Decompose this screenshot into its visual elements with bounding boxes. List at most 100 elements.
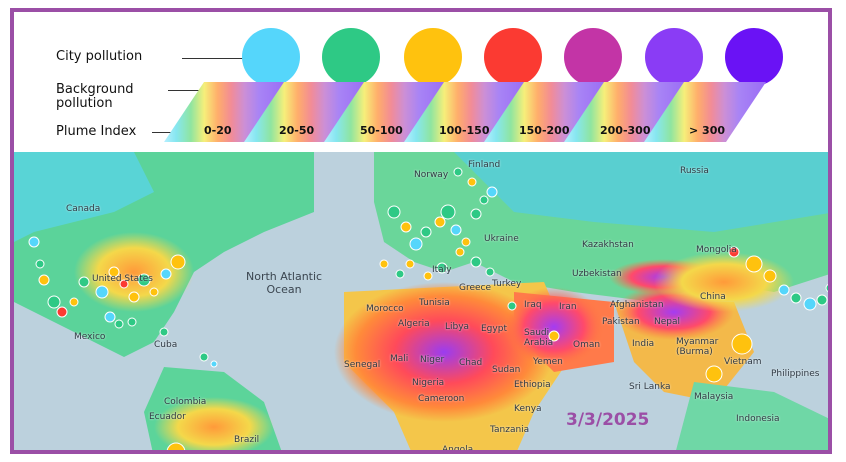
city-marker[interactable]: [35, 259, 45, 269]
city-marker[interactable]: [119, 279, 129, 289]
city-marker[interactable]: [803, 297, 817, 311]
south-america-hotspot: [154, 397, 274, 450]
city-marker[interactable]: [395, 269, 405, 279]
city-marker[interactable]: [78, 276, 90, 288]
place-label-malaysia: Malaysia: [694, 392, 734, 402]
place-label-brazil: Brazil: [234, 435, 260, 445]
city-marker[interactable]: [405, 259, 415, 269]
plume-index-range-label: 200-300: [600, 124, 651, 137]
place-label-oman: Oman: [573, 340, 601, 350]
place-label-philippines: Philippines: [771, 369, 820, 379]
city-marker[interactable]: [731, 333, 753, 355]
place-label-norway: Norway: [414, 170, 449, 180]
place-label-angola: Angola: [442, 445, 474, 454]
city-marker[interactable]: [434, 216, 446, 228]
city-marker[interactable]: [825, 283, 832, 293]
place-label-cameroon: Cameroon: [418, 394, 465, 404]
place-label-sudan: Sudan: [492, 365, 521, 375]
place-label-nigeria: Nigeria: [412, 378, 445, 388]
city-marker[interactable]: [548, 330, 560, 342]
city-marker[interactable]: [705, 365, 723, 383]
city-marker[interactable]: [149, 287, 159, 297]
city-marker[interactable]: [108, 266, 120, 278]
city-marker[interactable]: [790, 292, 802, 304]
place-label-senegal: Senegal: [344, 360, 381, 370]
place-label-kenya: Kenya: [514, 404, 542, 414]
arabia-hotspot: [504, 287, 604, 367]
city-marker[interactable]: [467, 177, 477, 187]
city-pollution-dot: [242, 28, 300, 86]
city-pollution-dot: [725, 28, 783, 86]
city-marker[interactable]: [114, 319, 124, 329]
city-pollution-dot: [484, 28, 542, 86]
place-label-mexico: Mexico: [74, 332, 106, 342]
city-marker[interactable]: [137, 273, 151, 287]
city-marker[interactable]: [387, 205, 401, 219]
place-label-egypt: Egypt: [481, 324, 507, 334]
city-marker[interactable]: [69, 297, 79, 307]
place-label-china: China: [700, 292, 726, 302]
city-marker[interactable]: [379, 259, 389, 269]
map-layer: [14, 152, 832, 454]
city-marker[interactable]: [166, 442, 186, 454]
city-marker[interactable]: [423, 271, 433, 281]
place-label-ukraine: Ukraine: [484, 234, 519, 244]
city-marker[interactable]: [485, 267, 495, 277]
date-label: 3/3/2025: [566, 410, 650, 430]
city-marker[interactable]: [56, 306, 68, 318]
background-pollution-label: Background pollution: [56, 82, 134, 111]
figure-frame: City pollution Background pollution Plum…: [10, 8, 832, 454]
city-marker[interactable]: [199, 352, 209, 362]
city-marker[interactable]: [461, 237, 471, 247]
place-label-tanzania: Tanzania: [490, 425, 530, 435]
city-marker[interactable]: [470, 256, 482, 268]
city-marker[interactable]: [479, 195, 489, 205]
city-marker[interactable]: [470, 208, 482, 220]
place-label-turkey: Turkey: [492, 279, 522, 289]
city-marker[interactable]: [400, 221, 412, 233]
city-marker[interactable]: [763, 269, 777, 283]
city-marker[interactable]: [95, 285, 109, 299]
city-marker[interactable]: [778, 284, 790, 296]
city-marker[interactable]: [28, 236, 40, 248]
city-pollution-label: City pollution: [56, 49, 143, 64]
city-pollution-dot: [645, 28, 703, 86]
city-marker[interactable]: [47, 295, 61, 309]
place-label-mongolia: Mongolia: [696, 245, 737, 255]
city-marker[interactable]: [104, 311, 116, 323]
place-label-indonesia: Indonesia: [736, 414, 780, 424]
city-marker[interactable]: [127, 317, 137, 327]
city-marker[interactable]: [170, 254, 186, 270]
city-marker[interactable]: [160, 268, 172, 280]
city-marker[interactable]: [453, 167, 463, 177]
city-marker[interactable]: [507, 301, 517, 311]
sahara-hotspot: [334, 282, 554, 422]
city-marker[interactable]: [728, 246, 740, 258]
place-label-tunisia: Tunisia: [419, 298, 450, 308]
city-marker[interactable]: [128, 291, 140, 303]
place-label-uzbekistan: Uzbekistan: [572, 269, 622, 279]
china-hotspot: [654, 252, 794, 312]
city-marker[interactable]: [455, 247, 465, 257]
place-label-algeria: Algeria: [398, 319, 430, 329]
city-marker[interactable]: [816, 294, 828, 306]
city-marker[interactable]: [38, 274, 50, 286]
north-atlantic-ocean-label: North Atlantic Ocean: [246, 270, 323, 296]
plume-index-range-label: 150-200: [519, 124, 570, 137]
city-marker[interactable]: [486, 186, 498, 198]
city-marker[interactable]: [436, 262, 448, 274]
city-marker[interactable]: [745, 255, 763, 273]
city-marker[interactable]: [159, 327, 169, 337]
legend: City pollution Background pollution Plum…: [14, 12, 828, 152]
city-marker[interactable]: [420, 226, 432, 238]
southeast-asia-land: [676, 382, 828, 450]
city-marker[interactable]: [440, 204, 456, 220]
place-label-sri-lanka: Sri Lanka: [629, 382, 671, 392]
place-label-cuba: Cuba: [154, 340, 178, 350]
city-marker[interactable]: [450, 224, 462, 236]
city-pollution-leader: [182, 58, 244, 59]
place-label-iraq: Iraq: [524, 300, 542, 310]
city-pollution-dot: [404, 28, 462, 86]
city-marker[interactable]: [409, 237, 423, 251]
city-marker[interactable]: [210, 360, 218, 368]
